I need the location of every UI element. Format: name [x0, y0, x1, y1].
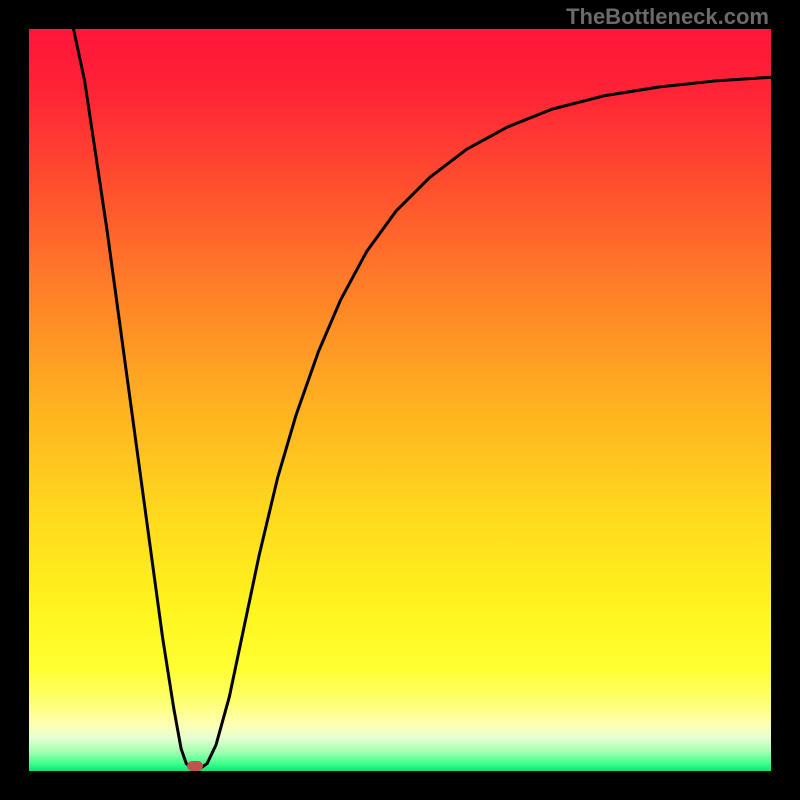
- plot-area: [29, 29, 771, 771]
- minimum-marker: [187, 761, 203, 771]
- watermark-text: TheBottleneck.com: [566, 4, 769, 30]
- bottleneck-curve: [74, 29, 771, 769]
- curve-layer: [29, 29, 771, 771]
- chart-container: TheBottleneck.com: [0, 0, 800, 800]
